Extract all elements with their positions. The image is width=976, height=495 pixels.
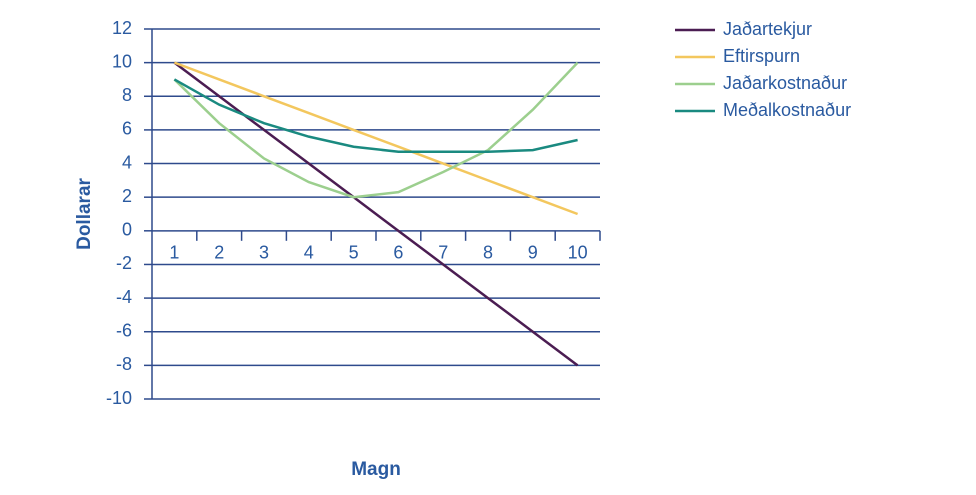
y-tick-label: -10 [106,388,132,408]
legend-label: Jaðartekjur [723,19,812,39]
series-line [173,61,579,199]
x-tick-label: 8 [483,243,493,263]
y-tick-label: 12 [112,18,132,38]
x-tick-label: 2 [214,243,224,263]
series-line [173,78,578,154]
x-axis-title: Magn [351,459,401,480]
y-tick-label: 8 [122,85,132,105]
y-tick-label: 4 [122,152,132,172]
x-tick-label: 1 [169,243,179,263]
legend-label: Eftirspurn [723,46,800,66]
x-tick-label: 6 [393,243,403,263]
legend-label: Jaðarkostnaður [723,73,847,93]
series-line [173,61,579,367]
y-tick-label: 2 [122,186,132,206]
y-tick-label: -8 [116,354,132,374]
x-tick-label: 7 [438,243,448,263]
legend-label: Meðalkostnaður [723,100,851,120]
y-axis-title: Dollarar [74,177,95,249]
x-tick-label: 9 [528,243,538,263]
y-tick-label: 0 [122,220,132,240]
x-tick-label: 4 [304,243,314,263]
y-tick-label: -2 [116,253,132,273]
y-tick-label: -6 [116,320,132,340]
series-line [173,61,579,216]
y-tick-label: 6 [122,119,132,139]
y-tick-label: -4 [116,287,132,307]
x-tick-label: 3 [259,243,269,263]
x-tick-label: 5 [349,243,359,263]
x-tick-label: 10 [568,243,588,263]
y-tick-label: 10 [112,51,132,71]
